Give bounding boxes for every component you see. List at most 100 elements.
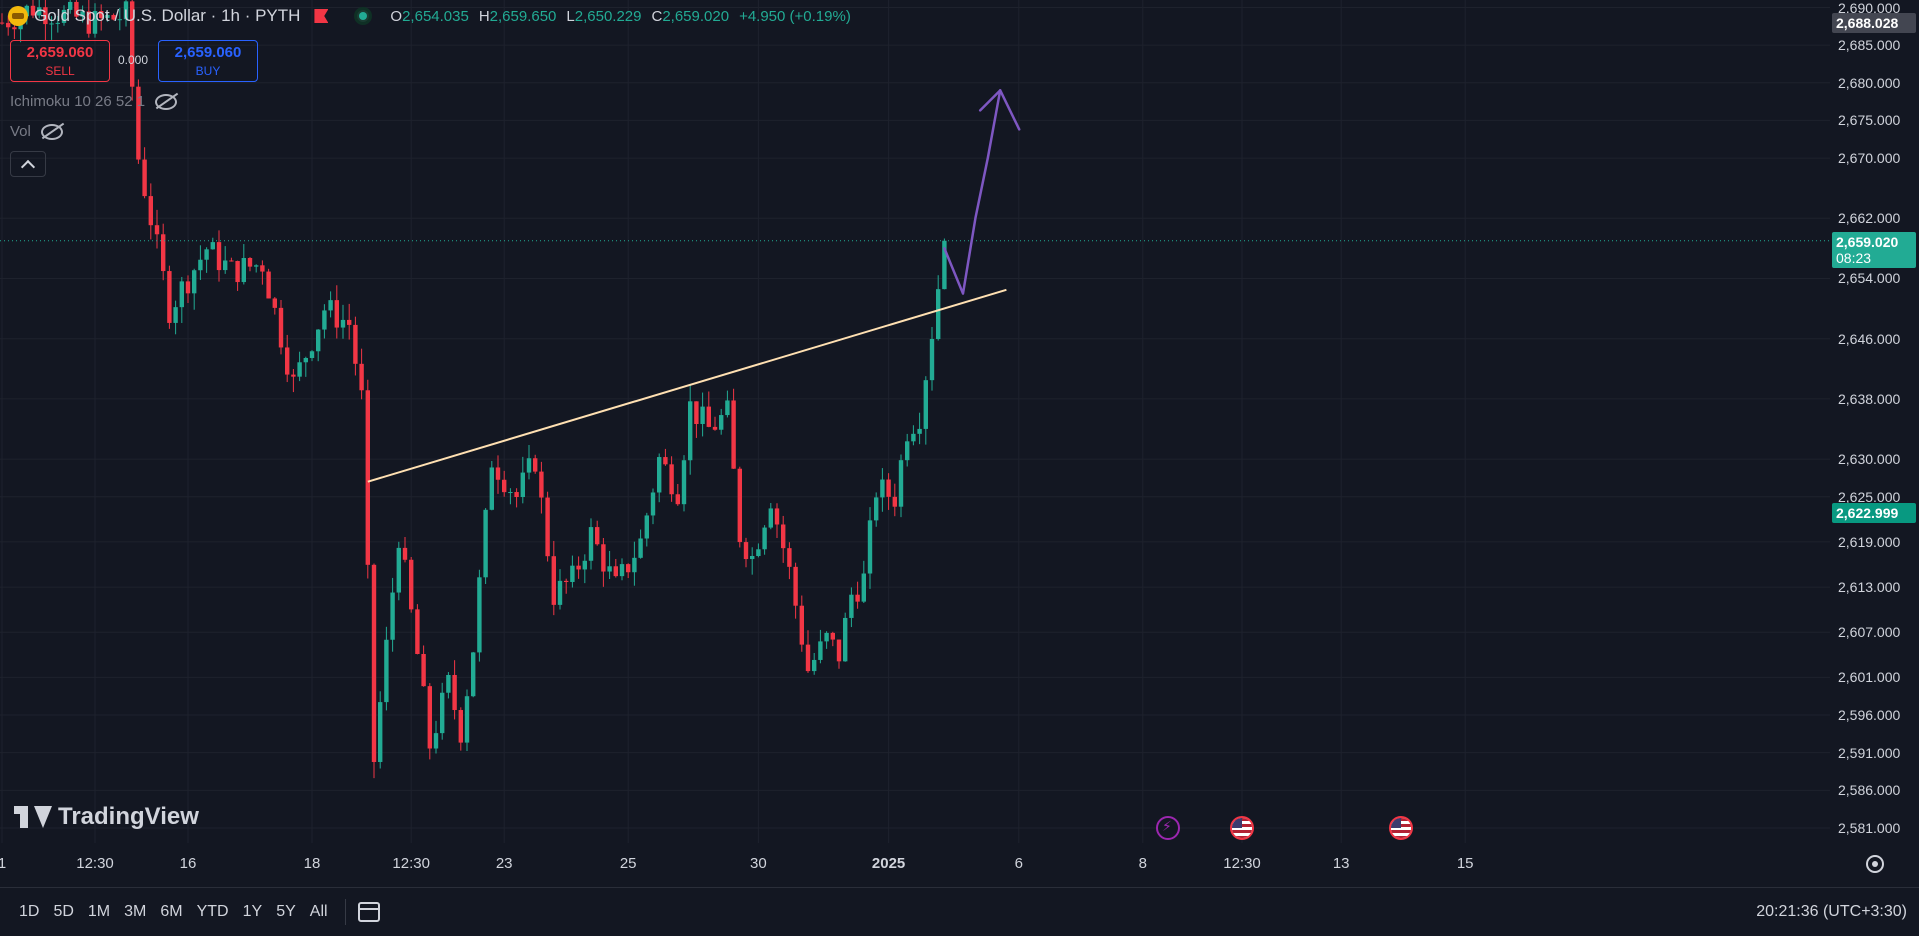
candle-body — [223, 260, 228, 271]
candle-body — [179, 281, 184, 308]
candle-body — [340, 319, 346, 328]
range-1y[interactable]: 1Y — [242, 903, 263, 920]
indicator-volume[interactable]: Vol — [10, 123, 63, 140]
time-tick-label: 12:30 — [392, 855, 430, 872]
candle-body — [117, 19, 122, 21]
current-price-tag: 2,659.020 08:23 — [1832, 231, 1916, 268]
candle-body — [849, 594, 854, 618]
candle-body — [836, 639, 842, 662]
candle-body — [285, 347, 290, 375]
price-tick-label: 2,680.000 — [1838, 74, 1901, 91]
candle-body — [409, 559, 414, 610]
candle-body — [533, 458, 538, 472]
price-tick-label: 2,675.000 — [1838, 112, 1901, 129]
candle-body — [68, 1, 73, 10]
candle-body — [111, 14, 116, 20]
candle-body — [576, 565, 581, 570]
range-5y[interactable]: 5Y — [276, 903, 296, 920]
buy-price: 2,659.060 — [174, 44, 242, 61]
price-tick-label: 2,638.000 — [1838, 390, 1901, 407]
candle-body — [657, 457, 662, 493]
candle-body — [446, 674, 451, 693]
candle-body — [80, 11, 85, 17]
candle-body — [192, 270, 197, 294]
settings-icon[interactable] — [1866, 855, 1884, 873]
eye-off-icon[interactable] — [155, 93, 178, 110]
range-1d[interactable]: 1D — [19, 903, 40, 920]
collapse-legend-button[interactable] — [10, 151, 46, 177]
tradingview-logo[interactable]: TradingView — [14, 803, 199, 831]
range-3m[interactable]: 3M — [124, 903, 147, 920]
candle-body — [471, 652, 476, 697]
arrow-head — [978, 89, 1021, 131]
gold-coin-icon — [8, 6, 28, 26]
time-tick-label: 6 — [1014, 855, 1023, 872]
candle-body — [551, 556, 556, 605]
range-1m[interactable]: 1M — [87, 903, 111, 920]
price-tick-label: 2,685.000 — [1838, 37, 1901, 54]
sell-button[interactable]: 2,659.060 SELL — [10, 40, 110, 82]
candle-body — [781, 524, 786, 549]
price-axis[interactable]: 2,581.000 2,586.000 2,591.000 2,596.000 2,60… — [1830, 0, 1919, 843]
tradingview-logo-icon — [14, 806, 52, 828]
symbol-title[interactable]: Gold Spot / U.S. Dollar · 1h · PYTH — [34, 6, 301, 25]
calendar-icon[interactable] — [357, 902, 380, 922]
range-6m[interactable]: 6M — [160, 903, 183, 920]
candle-body — [762, 527, 767, 550]
candle-body — [619, 564, 625, 577]
candle-body — [247, 257, 253, 267]
us-event-icon[interactable] — [1389, 816, 1413, 840]
price-tick-label: 2,601.000 — [1838, 669, 1901, 686]
candle-body — [216, 242, 222, 271]
sell-price: 2,659.060 — [26, 44, 94, 61]
eye-off-icon[interactable] — [40, 123, 63, 140]
candle-body — [297, 362, 302, 377]
candle-body — [942, 240, 947, 290]
candle-body — [396, 547, 401, 593]
candle-body — [805, 644, 811, 672]
range-ytd[interactable]: YTD — [196, 903, 229, 920]
buy-button[interactable]: 2,659.060 BUY — [158, 40, 258, 82]
candle-body — [700, 406, 705, 424]
clock[interactable]: 20:21:36 (UTC+3:30) — [1756, 903, 1907, 920]
candle-body — [328, 300, 333, 311]
projection-arrow — [943, 89, 1002, 295]
price-tick-label: 2,591.000 — [1838, 744, 1901, 761]
candle-body — [142, 159, 147, 197]
price-plot[interactable] — [0, 0, 1830, 843]
price-tick-label: 2,646.000 — [1838, 330, 1901, 347]
candle-body — [61, 9, 67, 23]
candle-body — [241, 257, 246, 283]
candle-body — [433, 733, 439, 749]
market-status-icon[interactable] — [354, 7, 373, 25]
candle-body — [570, 565, 575, 583]
candle-body — [539, 471, 544, 498]
candle-body — [936, 289, 941, 340]
candle-body — [638, 538, 643, 558]
candle-body — [0, 22, 5, 24]
candle-body — [880, 479, 885, 498]
candle-body — [843, 617, 848, 662]
indicator-ichimoku[interactable]: Ichimoku 10 26 52 1 — [10, 93, 178, 110]
time-axis[interactable]: 1 12:30 16 18 12:30 23 25 30 2025 6 8 12:30 13 15 — [0, 843, 1830, 883]
candle-body — [545, 497, 550, 557]
candle-body — [371, 564, 377, 763]
candle-body — [359, 363, 364, 391]
range-all[interactable]: All — [309, 903, 328, 920]
candle-body — [929, 339, 935, 381]
range-5d[interactable]: 5D — [53, 903, 74, 920]
price-tick-label: 2,630.000 — [1838, 451, 1901, 468]
candle-body — [520, 472, 525, 498]
time-tick-label: 23 — [495, 855, 513, 872]
time-tick-label: 12:30 — [1223, 855, 1261, 872]
price-tick-label: 2,625.000 — [1838, 488, 1901, 505]
event-flash-icon[interactable] — [1156, 816, 1180, 840]
high-price-tag: 2,688.028 — [1832, 13, 1916, 34]
us-event-icon[interactable] — [1230, 816, 1254, 840]
candle-body — [626, 564, 631, 573]
time-tick-label: 15 — [1456, 855, 1474, 872]
price-tick-label: 2,619.000 — [1838, 533, 1901, 550]
flag-icon[interactable] — [314, 9, 329, 23]
candle-body — [526, 458, 532, 473]
